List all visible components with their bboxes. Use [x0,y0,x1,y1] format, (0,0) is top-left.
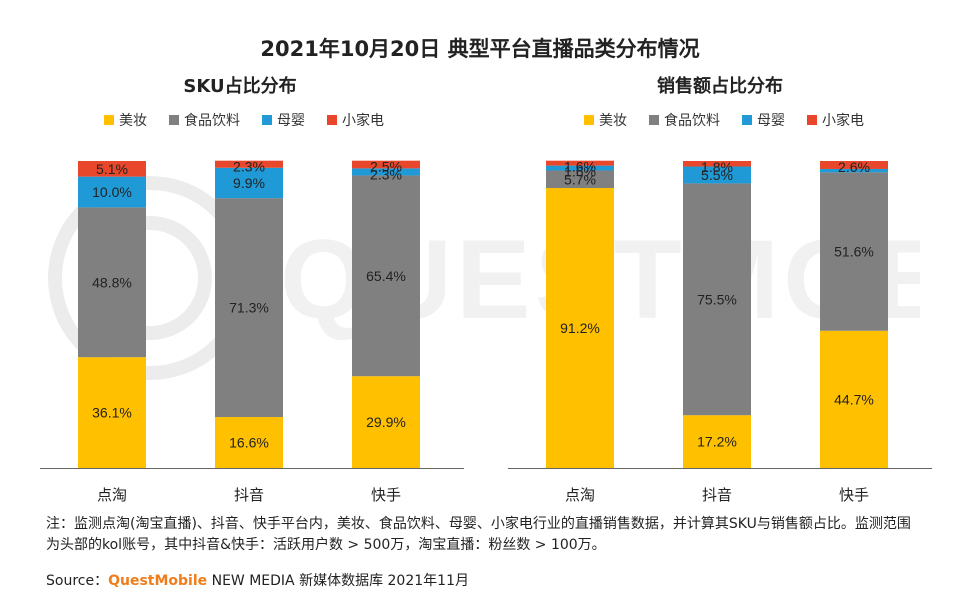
legend-label-appliance: 小家电 [822,113,864,129]
legend-item-beauty: 美妆 [104,110,147,130]
data-label-diantao-appliance: 1.6% [564,159,596,175]
data-label-kuaishou-beauty: 44.7% [834,391,874,407]
source-prefix: Source： [46,573,109,589]
x-tick-diantao: 点淘 [97,486,127,504]
legend-item-appliance: 小家电 [807,110,864,130]
x-tick-douyin: 抖音 [702,486,732,504]
bar-diantao-food [546,170,614,189]
legend-swatch-baby [262,115,272,125]
legend-label-food: 食品饮料 [184,113,240,129]
legend-swatch-food [169,115,179,125]
bar-diantao-beauty [546,188,614,468]
legend-swatch-food [649,115,659,125]
bar-diantao-baby [546,165,614,171]
data-label-diantao-beauty: 91.2% [560,320,600,336]
bar-douyin-appliance [215,160,283,168]
bar-diantao-appliance [546,160,614,166]
data-label-diantao-beauty: 36.1% [92,405,132,421]
x-tick-douyin: 抖音 [234,486,264,504]
data-label-douyin-beauty: 16.6% [229,435,269,451]
bar-kuaishou-appliance [820,161,888,169]
bar-kuaishou-food [352,175,420,377]
data-label-douyin-baby: 5.5% [701,167,733,183]
legend-item-beauty: 美妆 [584,110,627,130]
data-label-diantao-food: 5.7% [564,171,596,187]
data-label-kuaishou-appliance: 2.5% [370,159,402,175]
bar-kuaishou-food [820,172,888,331]
bar-douyin-appliance [683,161,751,167]
legend-label-beauty: 美妆 [599,113,627,129]
data-label-kuaishou-beauty: 29.9% [366,414,406,430]
source-suffix: NEW MEDIA 新媒体数据库 2021年11月 [207,573,469,589]
sales-legend: 美妆 食品饮料 母婴 小家电 [584,110,864,130]
bar-diantao-beauty [78,357,146,468]
x-tick-kuaishou: 快手 [839,486,869,504]
bar-douyin-food [215,198,283,418]
data-label-douyin-beauty: 17.2% [697,434,737,450]
legend-swatch-beauty [584,115,594,125]
legend-label-baby: 母婴 [757,113,785,129]
legend-label-baby: 母婴 [277,113,305,129]
sku-bar-chart: 36.1%48.8%10.0%5.1%点淘16.6%71.3%9.9%2.3%抖… [40,159,464,504]
data-label-kuaishou-baby: 2.3% [370,166,402,182]
x-tick-diantao: 点淘 [565,486,595,504]
sku-legend: 美妆 食品饮料 母婴 小家电 [104,110,384,130]
legend-item-food: 食品饮料 [169,110,240,130]
legend-label-food: 食品饮料 [664,113,720,129]
bar-kuaishou-appliance [352,160,420,169]
bar-douyin-baby [215,167,283,199]
data-label-douyin-food: 75.5% [697,291,737,307]
data-label-kuaishou-food: 65.4% [366,268,406,284]
legend-swatch-appliance [807,115,817,125]
legend-item-baby: 母婴 [742,110,785,130]
data-label-diantao-baby: 10.0% [92,184,132,200]
source-brand: QuestMobile [108,573,208,589]
data-label-kuaishou-appliance: 2.6% [838,159,870,175]
data-label-diantao-baby: 1.6% [564,164,596,180]
bar-kuaishou-baby [352,168,420,176]
bar-douyin-food [683,183,751,416]
legend-label-beauty: 美妆 [119,113,147,129]
sales-chart-title: 销售额占比分布 [657,76,783,97]
legend-swatch-baby [742,115,752,125]
legend-swatch-beauty [104,115,114,125]
legend-item-appliance: 小家电 [327,110,384,130]
data-label-douyin-appliance: 1.8% [701,159,733,175]
bar-kuaishou-beauty [820,330,888,468]
legend-label-appliance: 小家电 [342,113,384,129]
legend-item-baby: 母婴 [262,110,305,130]
data-label-douyin-baby: 9.9% [233,175,265,191]
legend-swatch-appliance [327,115,337,125]
x-tick-kuaishou: 快手 [371,486,401,504]
bar-kuaishou-beauty [352,376,420,468]
bar-douyin-beauty [215,417,283,468]
legend-item-food: 食品饮料 [649,110,720,130]
bar-diantao-appliance [78,161,146,177]
source-line: Source：QuestMobile NEW MEDIA 新媒体数据库 2021… [46,570,469,590]
data-label-diantao-appliance: 5.1% [96,161,128,177]
bar-diantao-food [78,207,146,358]
bar-douyin-baby [683,166,751,184]
data-label-diantao-food: 48.8% [92,274,132,290]
main-title: 2021年10月20日 典型平台直播品类分布情况 [260,37,700,61]
bar-kuaishou-baby [820,168,888,173]
sales-bar-chart: 91.2% 5.7%1.6%1.6% 点淘 17.2% 75.5% 5.5%1.8% 抖音 4… [508,159,932,504]
data-label-douyin-appliance: 2.3% [233,159,265,175]
footnote: 注：监测点淘(淘宝直播)、抖音、快手平台内，美妆、食品饮料、母婴、小家电行业的直… [46,516,911,553]
data-label-douyin-food: 71.3% [229,300,269,316]
bar-diantao-baby [78,176,146,208]
data-label-kuaishou-food: 51.6% [834,244,874,260]
bar-douyin-beauty [683,415,751,468]
sku-chart-title: SKU占比分布 [183,76,297,97]
